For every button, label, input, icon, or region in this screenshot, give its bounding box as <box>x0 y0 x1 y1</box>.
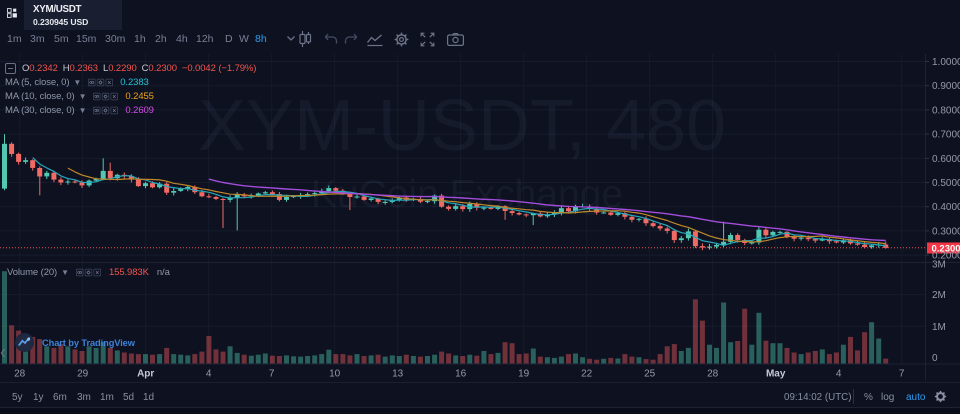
svg-text:Apr: Apr <box>137 369 154 380</box>
svg-text:13: 13 <box>392 369 404 380</box>
svg-text:16: 16 <box>455 369 467 380</box>
svg-text:19: 19 <box>518 369 530 380</box>
svg-text:0.5000: 0.5000 <box>932 178 960 189</box>
svg-text:4: 4 <box>836 369 842 380</box>
svg-text:0.8000: 0.8000 <box>932 105 960 116</box>
svg-text:28: 28 <box>707 369 719 380</box>
svg-text:7: 7 <box>899 369 905 380</box>
svg-text:May: May <box>766 369 786 380</box>
svg-text:0.2300: 0.2300 <box>932 243 960 254</box>
svg-text:4: 4 <box>206 369 212 380</box>
svg-text:2M: 2M <box>932 290 946 301</box>
svg-text:0.4000: 0.4000 <box>932 202 960 213</box>
svg-text:10: 10 <box>329 369 341 380</box>
svg-text:1.0000: 1.0000 <box>932 57 960 68</box>
svg-text:0: 0 <box>932 353 938 364</box>
svg-text:0.9000: 0.9000 <box>932 81 960 92</box>
svg-text:1M: 1M <box>932 322 946 333</box>
svg-text:25: 25 <box>644 369 656 380</box>
svg-text:29: 29 <box>77 369 89 380</box>
svg-text:0.7000: 0.7000 <box>932 130 960 141</box>
svg-text:0.3000: 0.3000 <box>932 226 960 237</box>
svg-text:3M: 3M <box>932 260 946 271</box>
svg-text:22: 22 <box>581 369 593 380</box>
svg-text:XYM-USDT, 480: XYM-USDT, 480 <box>198 86 726 166</box>
svg-text:28: 28 <box>14 369 26 380</box>
svg-text:0.6000: 0.6000 <box>932 154 960 165</box>
svg-text:7: 7 <box>269 369 275 380</box>
svg-text:0.2000: 0.2000 <box>932 251 960 262</box>
